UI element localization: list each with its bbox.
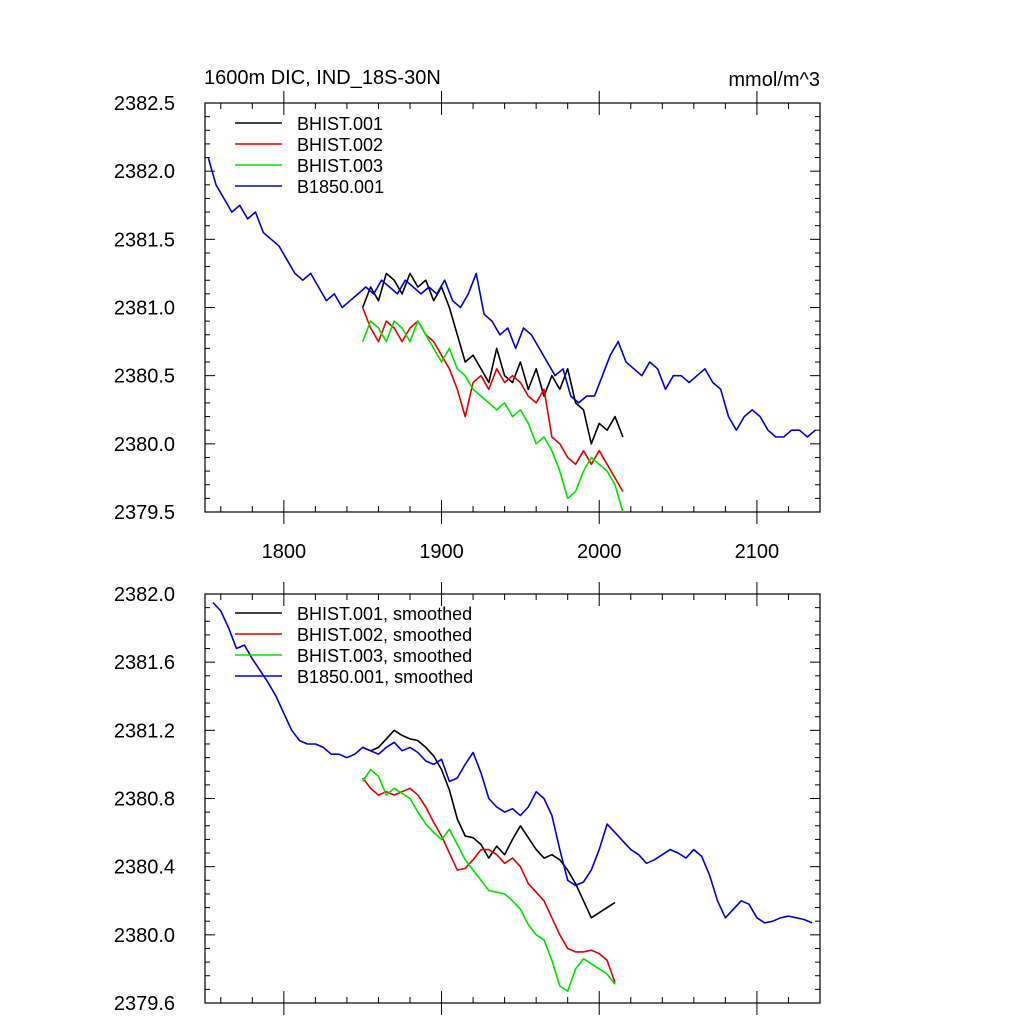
x-tick-label: 2100	[735, 541, 780, 563]
bottom-axes: 2379.6 2380.0 2380.4 2380.8 2381.2 2381.6 2382…	[114, 582, 821, 1015]
series-line	[362, 768, 616, 992]
legend-label: BHIST.001	[297, 114, 383, 134]
x-tick-label: 1800	[262, 541, 307, 563]
x-tick-label: 2000	[577, 541, 622, 563]
top-panel: 1600m DIC, IND_18S-30N mmol/m^3 2379.523…	[114, 67, 821, 563]
y-tick-label: 2381.6	[114, 652, 175, 674]
series-line	[362, 777, 616, 983]
legend-label: BHIST.002	[297, 135, 383, 155]
chart-title: 1600m DIC, IND_18S-30N	[204, 67, 441, 89]
y-tick-label: 2380.5	[114, 366, 175, 388]
bottom-panel: 2379.6 2380.0 2380.4 2380.8 2381.2 2381.6 2382…	[114, 582, 821, 1015]
legend-label: BHIST.002, smoothed	[297, 625, 472, 645]
y-tick-label: 2380.4	[114, 857, 175, 879]
legend-label: BHIST.003, smoothed	[297, 646, 472, 666]
y-tick-label: 2382.5	[114, 93, 175, 115]
bottom-series	[212, 601, 813, 992]
top-axes: 2379.5 2380.0 2380.5 2381.0 2381.5 2382.0 2382…	[114, 91, 821, 563]
legend-label: BHIST.003	[297, 156, 383, 176]
y-tick-label: 2380.0	[114, 434, 175, 456]
series-line	[362, 729, 616, 919]
legend-label: B1850.001, smoothed	[297, 667, 473, 687]
y-tick-label: 2379.5	[114, 502, 175, 524]
y-tick-label: 2381.5	[114, 229, 175, 251]
y-tick-label: 2381.2	[114, 720, 175, 742]
series-line	[212, 601, 813, 924]
y-tick-label: 2379.6	[114, 993, 175, 1015]
y-tick-label: 2381.0	[114, 298, 175, 320]
y-tick-label: 2380.0	[114, 925, 175, 947]
y-tick-label: 2382.0	[114, 161, 175, 183]
y-tick-label: 2380.8	[114, 789, 175, 811]
units-label: mmol/m^3	[728, 69, 820, 91]
top-series	[207, 157, 816, 513]
series-line	[207, 157, 816, 438]
y-tick-label: 2382.0	[114, 584, 175, 606]
legend-label: BHIST.001, smoothed	[297, 604, 472, 624]
legend-label: B1850.001	[297, 177, 384, 197]
series-line	[361, 272, 624, 445]
x-tick-label: 1900	[419, 541, 464, 563]
series-line	[361, 320, 624, 513]
